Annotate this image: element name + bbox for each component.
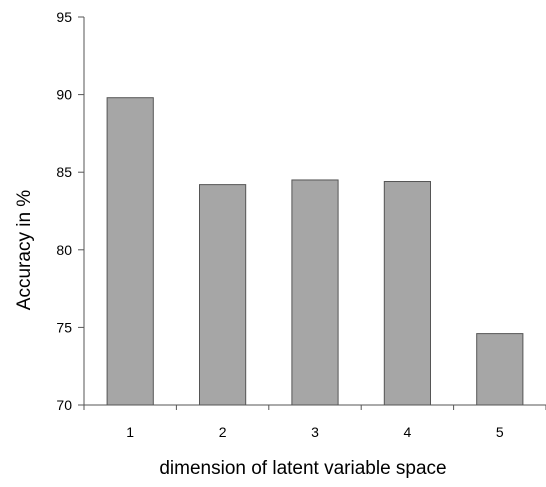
- x-tick-label: 2: [219, 424, 227, 440]
- y-tick-label: 70: [56, 397, 72, 413]
- y-tick-label: 90: [56, 87, 72, 103]
- x-tick-label: 3: [311, 424, 319, 440]
- y-axis-title: Accuracy in %: [14, 190, 35, 310]
- bar-1: [106, 97, 154, 406]
- y-tick-label: 95: [56, 9, 72, 25]
- x-tick-label: 4: [404, 424, 412, 440]
- x-tick-label: 1: [126, 424, 134, 440]
- y-axis: 70 75 80 85 90 95: [56, 9, 85, 413]
- y-tick-label: 80: [56, 242, 72, 258]
- bar-4: [383, 181, 431, 406]
- y-tick-label: 75: [56, 319, 72, 335]
- bars: [106, 97, 524, 406]
- x-axis: 1 2 3 4 5: [83, 404, 546, 440]
- bar-3: [291, 179, 339, 406]
- bar-5: [476, 333, 524, 406]
- x-tick-label: 5: [496, 424, 504, 440]
- y-tick-label: 85: [56, 164, 72, 180]
- bar-2: [199, 184, 247, 406]
- x-axis-title: dimension of latent variable space: [159, 458, 446, 479]
